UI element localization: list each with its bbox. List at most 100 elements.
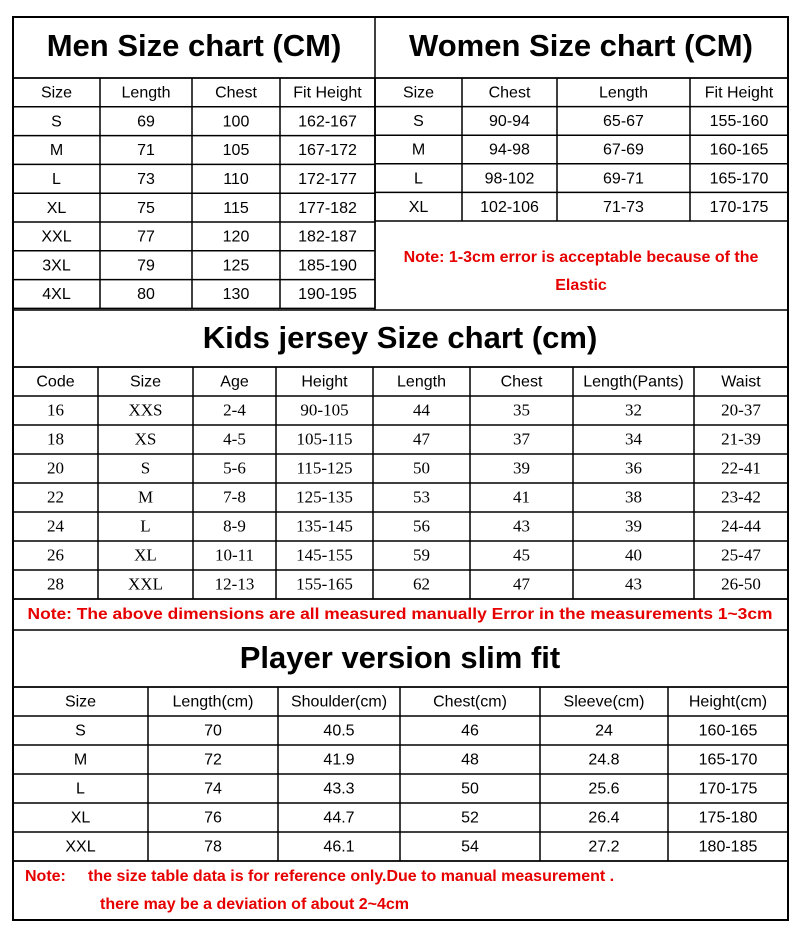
- cell: M: [138, 487, 153, 506]
- cell: 54: [461, 839, 479, 856]
- cell: 23-42: [721, 487, 761, 506]
- cell: 182-187: [298, 229, 357, 246]
- women-note: Note: 1-3cm error is acceptable because …: [404, 249, 759, 266]
- cell: 110: [223, 171, 249, 188]
- cell: 94-98: [489, 142, 530, 159]
- cell: 90-105: [300, 400, 348, 419]
- cell: 98-102: [485, 170, 535, 187]
- player-note: there may be a deviation of about 2~4cm: [100, 896, 409, 913]
- cell: 74: [204, 781, 222, 798]
- cell: L: [414, 170, 423, 187]
- column-header: Length: [122, 85, 171, 102]
- cell: 43: [513, 516, 530, 535]
- cell: 62: [413, 574, 430, 593]
- cell: 170-175: [710, 199, 769, 216]
- cell: 90-94: [489, 113, 530, 130]
- cell: 44: [413, 400, 431, 419]
- cell: 105: [223, 142, 250, 159]
- cell: 167-172: [298, 142, 357, 159]
- cell: 155-160: [710, 113, 769, 130]
- cell: 20-37: [721, 400, 761, 419]
- cell: 135-145: [296, 516, 353, 535]
- cell: 69: [137, 113, 155, 130]
- cell: 76: [204, 810, 222, 827]
- cell: 165-170: [710, 170, 769, 187]
- column-header: Chest: [501, 374, 543, 391]
- column-header: Length(Pants): [583, 374, 684, 391]
- column-header: Size: [130, 374, 161, 391]
- cell: 160-165: [699, 723, 758, 740]
- column-header: Age: [220, 374, 249, 391]
- cell: 52: [461, 810, 479, 827]
- column-header: Fit Height: [293, 85, 362, 102]
- cell: 120: [223, 229, 250, 246]
- cell: 78: [204, 839, 222, 856]
- cell: 39: [513, 458, 530, 477]
- column-header: Size: [41, 85, 72, 102]
- column-header: Fit Height: [705, 85, 774, 102]
- column-header: Height(cm): [689, 694, 767, 711]
- cell: 59: [413, 545, 430, 564]
- cell: 172-177: [298, 171, 357, 188]
- cell: 50: [413, 458, 430, 477]
- cell: 12-13: [215, 574, 255, 593]
- cell: 56: [413, 516, 430, 535]
- cell: 80: [137, 286, 155, 303]
- cell: 53: [413, 487, 430, 506]
- cell: 20: [47, 458, 64, 477]
- cell: 100: [223, 113, 250, 130]
- men-title: Men Size chart (CM): [47, 28, 342, 63]
- cell: 67-69: [603, 142, 644, 159]
- cell: 175-180: [699, 810, 758, 827]
- cell: XL: [409, 199, 429, 216]
- cell: S: [141, 458, 150, 477]
- cell: 115-125: [296, 458, 352, 477]
- cell: XL: [134, 545, 157, 564]
- cell: 165-170: [699, 752, 758, 769]
- cell: 160-165: [710, 142, 769, 159]
- cell: 170-175: [699, 781, 758, 798]
- cell: 190-195: [298, 286, 357, 303]
- cell: 45: [513, 545, 530, 564]
- column-header: Height: [301, 374, 348, 391]
- cell: L: [140, 516, 150, 535]
- cell: 71-73: [603, 199, 644, 216]
- cell: 10-11: [215, 545, 254, 564]
- women-note: Elastic: [555, 277, 607, 294]
- cell: 125-135: [296, 487, 353, 506]
- cell: 22: [47, 487, 64, 506]
- cell: 35: [513, 400, 530, 419]
- cell: 7-8: [223, 487, 246, 506]
- cell: 43: [625, 574, 642, 593]
- cell: 5-6: [223, 458, 246, 477]
- cell: 48: [461, 752, 479, 769]
- cell: 41.9: [323, 752, 354, 769]
- cell: XXL: [41, 229, 71, 246]
- cell: 69-71: [603, 170, 644, 187]
- cell: 180-185: [699, 839, 758, 856]
- cell: 8-9: [223, 516, 246, 535]
- cell: 4-5: [223, 429, 246, 448]
- cell: 105-115: [296, 429, 352, 448]
- cell: 47: [413, 429, 431, 448]
- cell: 43.3: [323, 781, 354, 798]
- kids-note: Note: The above dimensions are all measu…: [28, 606, 773, 623]
- cell: 24-44: [721, 516, 761, 535]
- cell: 16: [47, 400, 64, 419]
- cell: 26-50: [721, 574, 761, 593]
- cell: 39: [625, 516, 642, 535]
- cell: XL: [47, 200, 67, 217]
- cell: 44.7: [323, 810, 354, 827]
- cell: M: [50, 142, 63, 159]
- kids-title: Kids jersey Size chart (cm): [203, 320, 598, 355]
- cell: 46.1: [323, 839, 354, 856]
- cell: 46: [461, 723, 479, 740]
- cell: 3XL: [42, 257, 71, 274]
- cell: S: [51, 113, 62, 130]
- women-title: Women Size chart (CM): [409, 28, 753, 63]
- cell: M: [74, 752, 87, 769]
- cell: 40.5: [323, 723, 354, 740]
- cell: XXS: [128, 400, 162, 419]
- cell: 18: [47, 429, 64, 448]
- cell: XXL: [65, 839, 95, 856]
